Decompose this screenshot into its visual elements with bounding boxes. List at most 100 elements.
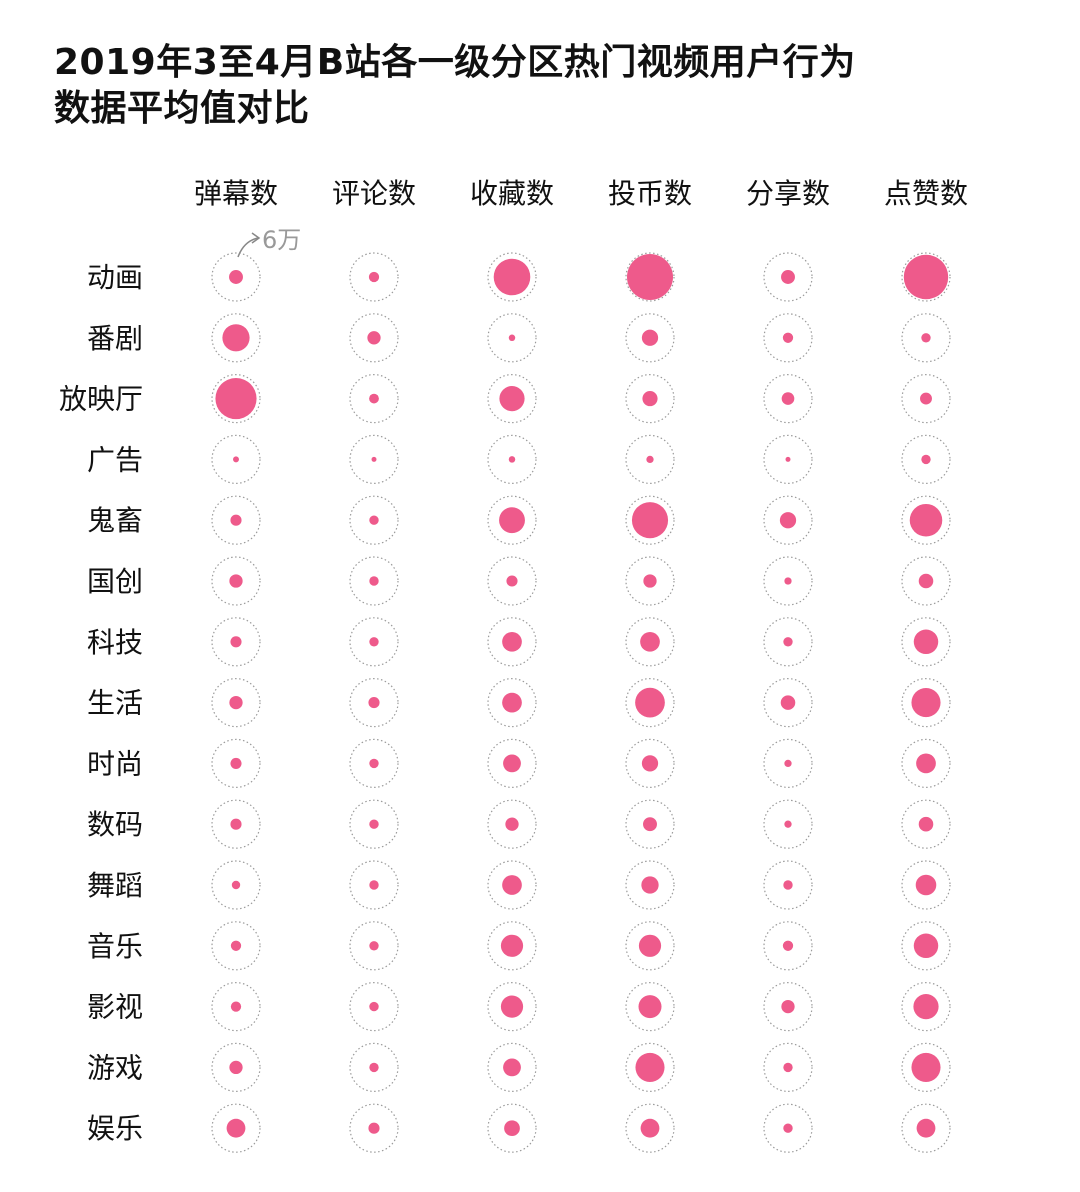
reference-ring	[211, 677, 261, 728]
reference-ring	[625, 313, 675, 363]
bubble	[913, 933, 939, 959]
bubble	[230, 940, 242, 951]
bubble	[369, 1062, 379, 1073]
reference-ring	[349, 799, 399, 849]
bubble	[784, 759, 792, 768]
reference-ring	[349, 860, 399, 910]
bubble	[627, 254, 673, 300]
reference-ring	[763, 921, 813, 971]
reference-ring	[349, 921, 399, 971]
bubble	[368, 1122, 380, 1134]
reference-ring	[349, 1042, 399, 1093]
reference-ring	[349, 1103, 399, 1153]
reference-ring	[211, 495, 261, 545]
reference-ring	[487, 981, 537, 1032]
bubble	[502, 692, 522, 713]
bubble	[643, 817, 657, 832]
reference-ring	[487, 677, 537, 728]
row-label: 数码	[87, 808, 143, 841]
reference-ring	[211, 374, 261, 424]
bubble	[635, 687, 665, 718]
bubble	[493, 258, 531, 296]
reference-ring	[763, 495, 813, 545]
reference-ring	[625, 981, 675, 1032]
row-label: 动画	[87, 261, 143, 294]
reference-ring	[211, 617, 261, 667]
reference-ring	[901, 860, 951, 910]
reference-ring	[487, 1103, 537, 1153]
reference-ring	[763, 252, 813, 302]
reference-ring	[901, 434, 951, 484]
reference-ring	[625, 374, 675, 424]
reference-ring	[901, 981, 951, 1032]
bubble	[903, 254, 949, 300]
bubble	[638, 934, 662, 957]
reference-ring	[901, 1103, 951, 1153]
reference-ring	[901, 313, 951, 363]
bubble	[226, 1118, 246, 1138]
bubble	[642, 391, 658, 407]
bubble	[783, 1062, 793, 1073]
bubble	[911, 1052, 941, 1082]
bubble	[369, 819, 379, 829]
reference-ring	[487, 1042, 537, 1093]
chart-title-line-1: 2019年3至4月B站各一级分区热门视频用户行为	[54, 42, 856, 83]
bubble	[779, 512, 797, 529]
bubble	[369, 941, 379, 951]
bubble	[368, 697, 380, 709]
reference-ring	[901, 495, 951, 545]
reference-ring	[349, 434, 399, 484]
row-label: 番剧	[87, 322, 143, 355]
bubble	[506, 575, 518, 587]
reference-ring	[901, 617, 951, 667]
reference-ring	[763, 799, 813, 849]
bubble	[215, 378, 257, 420]
reference-ring	[349, 738, 399, 789]
bubble	[229, 574, 243, 588]
bubble	[229, 270, 243, 284]
bubble	[640, 631, 660, 652]
row-label: 鬼畜	[87, 504, 143, 537]
bubble	[500, 995, 524, 1018]
bubble	[508, 334, 516, 342]
bubble	[915, 874, 937, 896]
reference-ring	[763, 981, 813, 1032]
reference-ring	[487, 799, 537, 849]
bubble	[646, 455, 654, 464]
bubble	[780, 695, 796, 710]
bubble	[784, 820, 792, 828]
chart-title: 2019年3至4月B站各一级分区热门视频用户行为 数据平均值对比	[54, 40, 1054, 132]
reference-ring	[211, 252, 261, 302]
bubble	[230, 818, 242, 830]
bubble	[913, 994, 939, 1020]
reference-ring	[763, 617, 813, 667]
bubble	[369, 880, 379, 890]
reference-ring	[349, 313, 399, 363]
bubble	[369, 1001, 379, 1012]
reference-ring	[211, 921, 261, 971]
bubble	[231, 880, 241, 890]
reference-ring	[211, 556, 261, 606]
reference-ring	[763, 434, 813, 484]
bubble	[782, 332, 794, 343]
reference-ring	[763, 677, 813, 728]
bubble	[638, 995, 662, 1019]
bubble	[643, 574, 657, 588]
bubble	[369, 637, 379, 647]
reference-ring	[625, 495, 675, 545]
reference-ring	[487, 252, 537, 302]
bubble	[371, 456, 377, 462]
reference-arrow	[237, 237, 259, 258]
bubble	[499, 386, 525, 412]
bubble	[781, 270, 795, 284]
row-label: 游戏	[87, 1051, 143, 1084]
bubble	[781, 392, 795, 405]
bubble	[784, 577, 792, 585]
reference-ring	[211, 1042, 261, 1093]
reference-ring	[211, 1103, 261, 1153]
row-label: 时尚	[87, 747, 143, 780]
row-label: 放映厅	[59, 383, 143, 416]
bubble	[230, 514, 242, 526]
bubble	[631, 502, 669, 539]
